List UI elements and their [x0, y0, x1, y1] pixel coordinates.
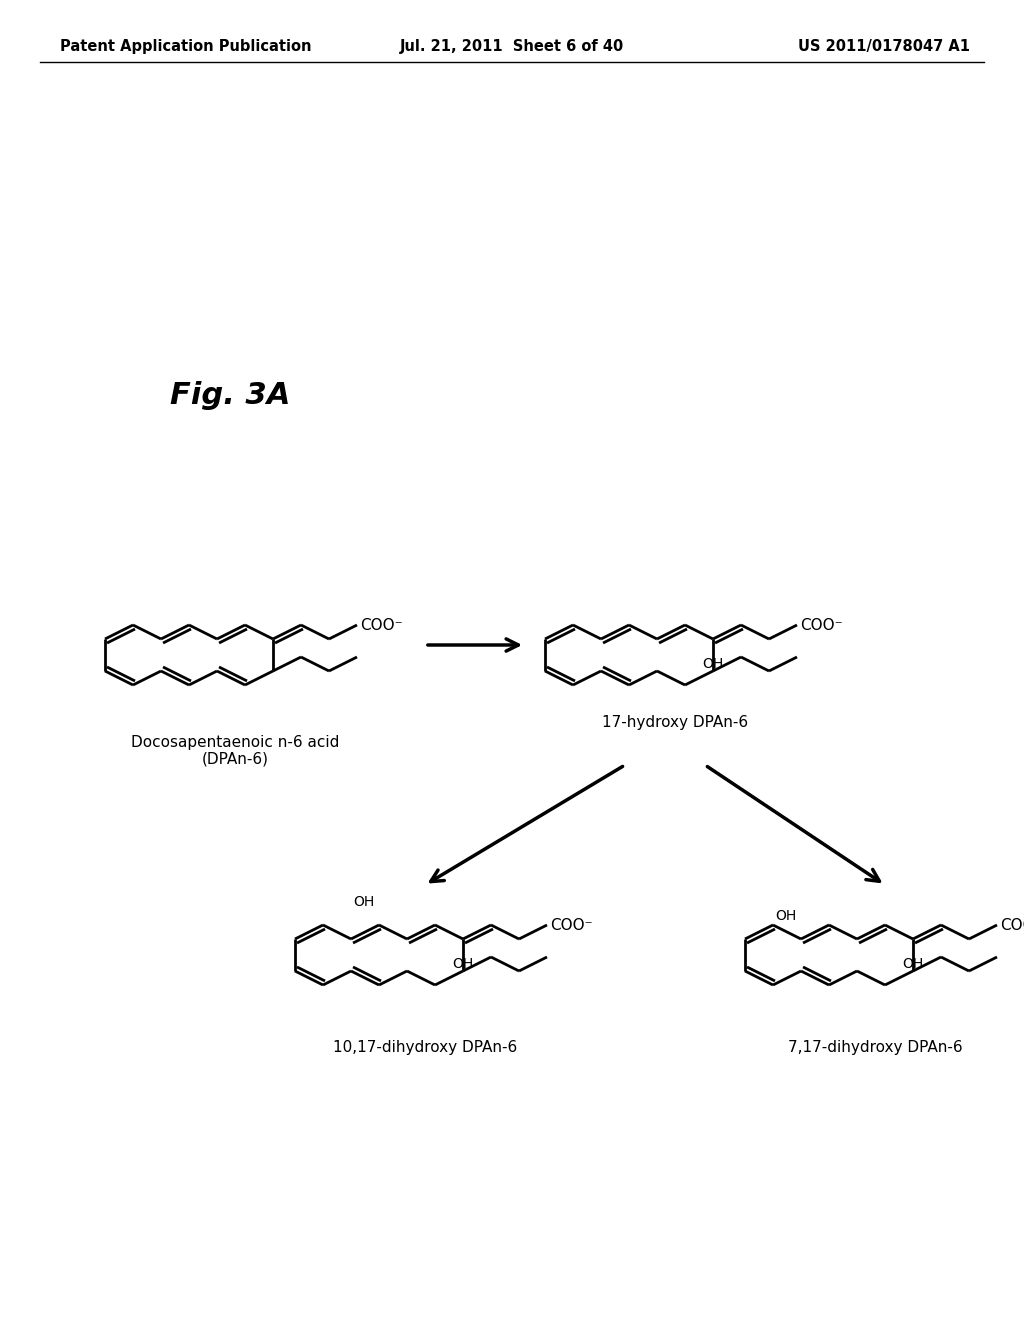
Text: OH: OH — [775, 909, 796, 923]
Text: OH: OH — [453, 957, 474, 972]
Text: OH: OH — [702, 657, 724, 671]
Text: US 2011/0178047 A1: US 2011/0178047 A1 — [798, 40, 970, 54]
Text: COO⁻: COO⁻ — [1000, 917, 1024, 932]
Text: COO⁻: COO⁻ — [360, 618, 402, 632]
Text: Fig. 3A: Fig. 3A — [170, 380, 291, 409]
Text: (DPAn-6): (DPAn-6) — [202, 752, 268, 767]
Text: Patent Application Publication: Patent Application Publication — [60, 40, 311, 54]
Text: 17-hydroxy DPAn-6: 17-hydroxy DPAn-6 — [602, 715, 749, 730]
Text: Jul. 21, 2011  Sheet 6 of 40: Jul. 21, 2011 Sheet 6 of 40 — [400, 40, 624, 54]
Text: OH: OH — [352, 895, 374, 909]
Text: COO⁻: COO⁻ — [550, 917, 593, 932]
Text: 7,17-dihydroxy DPAn-6: 7,17-dihydroxy DPAn-6 — [787, 1040, 963, 1055]
Text: COO⁻: COO⁻ — [800, 618, 843, 632]
Text: Docosapentaenoic n-6 acid: Docosapentaenoic n-6 acid — [131, 735, 339, 750]
Text: OH: OH — [902, 957, 924, 972]
Text: 10,17-dihydroxy DPAn-6: 10,17-dihydroxy DPAn-6 — [333, 1040, 517, 1055]
